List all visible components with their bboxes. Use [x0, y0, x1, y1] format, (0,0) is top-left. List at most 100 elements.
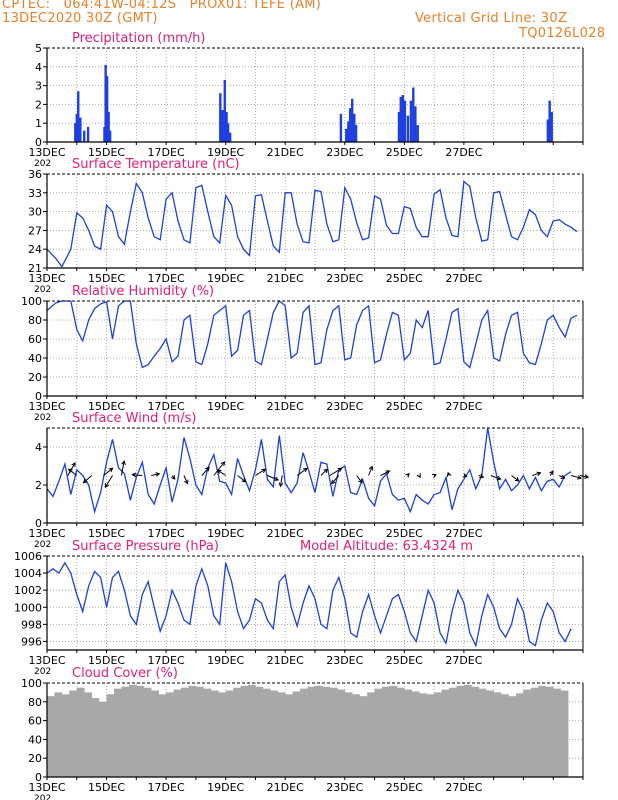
year-label: 202 [34, 794, 51, 800]
y-tick-label: 5 [35, 42, 42, 55]
cloud-bar [166, 692, 174, 777]
x-tick-label: 27DEC [445, 781, 482, 794]
wind-arrow-head [385, 470, 391, 475]
cloud-bar [434, 692, 442, 777]
wind-arrow [83, 475, 92, 484]
x-tick-label: 15DEC [88, 781, 125, 794]
series-line [46, 561, 572, 648]
cloud-bar [210, 690, 219, 777]
precip-bar [345, 128, 348, 142]
cloud-bar [426, 694, 435, 777]
cloud-bar [560, 690, 569, 777]
precip-bar [351, 98, 354, 142]
cloud-bar [285, 694, 293, 777]
wind-arrow-head [446, 471, 452, 477]
cloud-bar [225, 690, 234, 777]
wind-arrow-head [330, 479, 336, 485]
panel-title: Surface Temperature (nC) [72, 157, 240, 172]
wind-arrow [579, 475, 589, 478]
precip-bar [416, 125, 419, 142]
y-tick-label: 21 [28, 262, 42, 275]
cloud-bar [367, 692, 375, 777]
wind-arrow-head [121, 460, 126, 466]
wind-arrow [151, 473, 160, 476]
cloud-bar [441, 689, 450, 777]
year-label: 202 [34, 540, 51, 550]
cloud-bar [337, 689, 346, 777]
wind-arrow-head [67, 468, 73, 474]
wind-arrow-head [576, 475, 582, 480]
precip-bar [406, 115, 410, 142]
x-tick-label: 17DEC [148, 781, 185, 794]
cloud-bar [374, 688, 383, 777]
x-tick-label: 17DEC [148, 146, 185, 159]
precip-bar [548, 100, 551, 142]
y-tick-label: 1006 [14, 550, 42, 563]
wind-arrow-head [71, 461, 76, 467]
cloud-bar [300, 688, 308, 777]
cloud-bar [493, 692, 502, 777]
precip-bar [414, 106, 417, 142]
cloud-bar [151, 690, 159, 777]
cloud-bar [240, 685, 249, 777]
y-tick-label: 0 [35, 390, 42, 403]
precip-bar [86, 126, 90, 142]
model-altitude: Model Altitude: 63.4324 m [300, 539, 473, 554]
y-tick-label: 1004 [14, 567, 42, 580]
cloud-bar [359, 696, 368, 777]
wind-arrow [132, 474, 143, 476]
wind-arrow-head [560, 474, 566, 479]
wind-arrow [279, 475, 283, 487]
y-tick-label: 1000 [14, 601, 42, 614]
y-tick-label: 4 [35, 441, 42, 454]
cloud-bar [419, 693, 427, 777]
cloud-bar [449, 687, 457, 777]
cloud-bar [181, 687, 189, 777]
year-label: 202 [34, 285, 51, 295]
precip-bar [104, 64, 107, 142]
cloud-bar [486, 690, 494, 777]
cloud-bar [203, 688, 212, 777]
wind-arrow [331, 475, 340, 484]
header-code: TQ0126L028 [519, 26, 606, 41]
cloud-bar [553, 688, 561, 777]
cloud-bar [456, 685, 465, 777]
cloud-bar [463, 684, 472, 777]
x-tick-label: 15DEC [88, 527, 125, 540]
wind-arrow [532, 472, 541, 476]
cloud-bar [158, 694, 167, 777]
wind-arrow-head [536, 471, 542, 477]
precip-bar [348, 108, 352, 142]
x-tick-label: 17DEC [148, 272, 185, 285]
cloud-bar [136, 685, 145, 777]
precip-bar [401, 95, 405, 142]
y-tick-label: 0 [35, 517, 42, 530]
cloud-bar [69, 690, 78, 777]
wind-arrow [570, 475, 582, 479]
panel-title: Cloud Cover (%) [72, 666, 178, 681]
x-tick-label: 25DEC [386, 400, 423, 413]
precip-bar [75, 113, 78, 142]
cloud-bar [307, 686, 316, 777]
cloud-bar [389, 685, 398, 777]
cloud-bar [277, 692, 286, 777]
x-tick-label: 19DEC [207, 781, 244, 794]
cloud-bar [270, 690, 279, 777]
cloud-bar [516, 693, 524, 777]
x-tick-label: 15DEC [88, 272, 125, 285]
y-tick-label: 80 [28, 696, 42, 709]
precip-bar [412, 87, 415, 142]
wind-arrow [255, 468, 266, 476]
cloud-bar [121, 686, 130, 777]
y-tick-label: 1 [35, 117, 42, 130]
wind-arrow-head [549, 470, 554, 476]
x-tick-label: 13DEC [28, 272, 65, 285]
wind-arrow-head [220, 461, 226, 467]
x-tick-label: 13DEC [28, 527, 65, 540]
y-tick-label: 2 [35, 98, 42, 111]
wind-arrow-head [184, 479, 189, 485]
cloud-bar [76, 687, 85, 777]
wind-arrow-head [108, 467, 114, 473]
x-tick-label: 25DEC [386, 654, 423, 667]
